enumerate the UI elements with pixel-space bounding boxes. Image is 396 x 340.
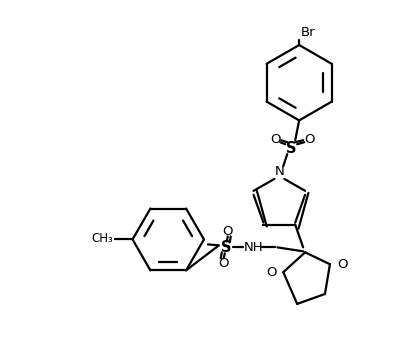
Text: CH₃: CH₃ <box>91 232 113 245</box>
Text: O: O <box>223 225 233 238</box>
Text: NH: NH <box>244 241 263 254</box>
Text: S: S <box>221 240 231 255</box>
Text: N: N <box>274 166 284 178</box>
Text: Br: Br <box>301 26 316 39</box>
Text: S: S <box>286 141 297 156</box>
Text: O: O <box>219 257 229 270</box>
Text: O: O <box>337 258 347 271</box>
Text: O: O <box>304 133 314 146</box>
Text: O: O <box>266 266 276 279</box>
Text: O: O <box>270 133 281 146</box>
